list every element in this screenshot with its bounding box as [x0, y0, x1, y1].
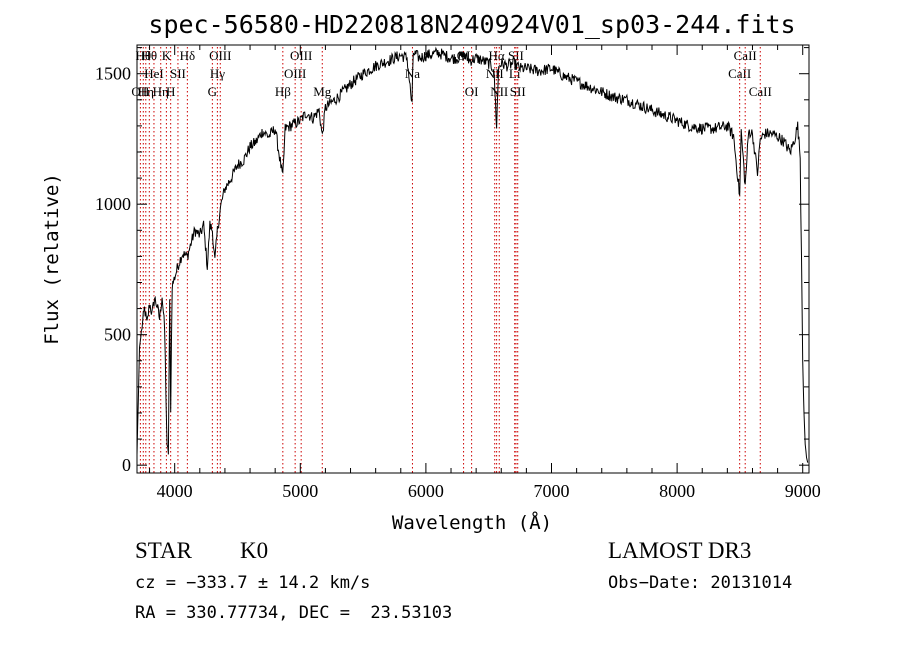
- spectral-line-label: Hβ: [275, 84, 291, 99]
- spectral-line-label: HeI: [144, 66, 164, 81]
- redshift-cz: cz = −333.7 ± 14.2 km/s: [135, 573, 371, 593]
- spectral-line-label: Hγ: [210, 66, 225, 81]
- chart-title: spec-56580-HD220818N240924V01_sp03-244.f…: [148, 10, 795, 39]
- spectral-line-label: OIII: [284, 66, 306, 81]
- y-tick-label: 0: [122, 455, 131, 475]
- y-tick-label: 1500: [95, 64, 131, 84]
- x-tick-label: 7000: [534, 481, 570, 501]
- spectral-line-label: NII: [486, 66, 504, 81]
- spectral-line-label: OIII: [290, 48, 312, 63]
- spectral-line-label: OI: [465, 84, 479, 99]
- observation-date: Obs−Date: 20131014: [608, 573, 793, 593]
- spectral-line-label: Hδ: [180, 48, 196, 63]
- object-subclass: K0: [240, 538, 269, 563]
- spectral-line-label: H: [166, 84, 175, 99]
- survey-name: LAMOST DR3: [608, 538, 752, 563]
- plot-frame: [136, 44, 810, 474]
- y-tick-label: 1000: [95, 194, 131, 214]
- y-tick-label: 500: [104, 325, 131, 345]
- spectrum-series-line: [136, 46, 809, 463]
- spectral-line-label: Hθ: [141, 48, 157, 63]
- spectral-line-label: G: [208, 84, 217, 99]
- spectral-line-label: SII: [510, 84, 526, 99]
- spectral-line-label: Hθ: [135, 48, 151, 63]
- x-tick-label: 8000: [659, 481, 695, 501]
- spectral-line-label: Hη: [138, 84, 154, 99]
- spectral-line-label: Mg: [313, 84, 332, 99]
- spectral-line-label: OIII: [209, 48, 231, 63]
- tick-layer: 4000 5000 6000 7000 8000 9000 0 500 1000 1500: [95, 45, 821, 501]
- x-tick-label: 9000: [785, 481, 821, 501]
- spectral-line-label: CaII: [749, 84, 772, 99]
- spectral-line-label: CaII: [728, 66, 751, 81]
- x-tick-label: 5000: [282, 481, 318, 501]
- spectral-line-label: SII: [170, 66, 186, 81]
- spectral-line-label: K: [162, 48, 172, 63]
- series-layer: [136, 46, 809, 463]
- y-axis-label: Flux (relative): [41, 173, 63, 345]
- object-class: STAR: [135, 538, 192, 563]
- spectral-line-label: NII: [490, 84, 508, 99]
- spectral-line-label: CaII: [734, 48, 757, 63]
- x-tick-label: 6000: [408, 481, 444, 501]
- line-marker-layer: OII Hθ Hη Hθ HeI Hη K H SII Hδ G Hγ OIII Hβ OIII OIII Mg…: [131, 47, 772, 473]
- sky-coordinates: RA = 330.77734, DEC = 23.53103: [135, 603, 453, 623]
- spectral-line-label: OII: [131, 84, 149, 99]
- spectral-line-label: SII: [508, 48, 524, 63]
- x-tick-label: 4000: [157, 481, 193, 501]
- x-axis-label: Wavelength (Å): [392, 511, 552, 534]
- spectral-line-label: Li: [509, 66, 521, 81]
- spectral-line-label: Hα: [489, 48, 505, 63]
- spectral-line-label: Hη: [153, 84, 169, 99]
